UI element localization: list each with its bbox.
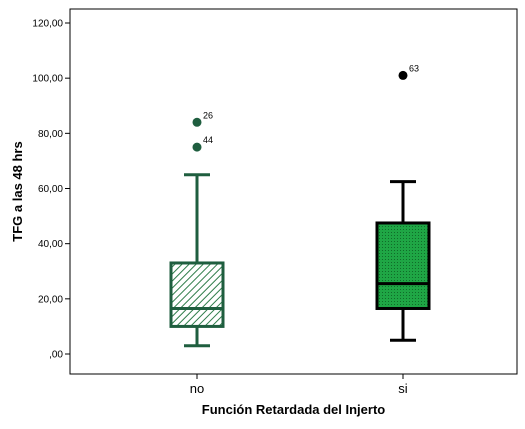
y-tick-label: 60,00 <box>38 184 63 195</box>
x-axis-title: Función Retardada del Injerto <box>202 402 386 417</box>
y-tick-label: 40,00 <box>38 239 63 250</box>
y-tick-label: 20,00 <box>38 294 63 305</box>
x-tick-label-no: no <box>190 381 204 396</box>
y-axis-title: TFG a las 48 hrs <box>10 141 25 241</box>
y-tick-label: 80,00 <box>38 129 63 140</box>
x-tick-label-si: si <box>398 381 408 396</box>
iqr-box <box>169 261 225 328</box>
outlier-label: 63 <box>409 63 419 73</box>
x-axis: no si <box>190 374 408 396</box>
box-si: 63 <box>375 63 431 342</box>
outlier-point <box>398 70 408 80</box>
y-tick-label: ,00 <box>49 350 63 361</box>
outlier-point <box>192 142 202 152</box>
plot-area-frame <box>69 8 518 375</box>
iqr-box <box>375 221 431 310</box>
boxes-layer: 26 44 63 <box>169 63 431 348</box>
y-axis: ,00 20,00 40,00 60,00 80,00 100,00 120,00 <box>32 19 70 361</box>
outlier-label: 26 <box>203 110 213 120</box>
y-tick-label: 120,00 <box>32 19 63 30</box>
outlier-point <box>192 117 202 127</box>
y-tick-label: 100,00 <box>32 74 63 85</box>
outlier-label: 44 <box>203 135 213 145</box>
box-no: 26 44 <box>169 110 225 348</box>
